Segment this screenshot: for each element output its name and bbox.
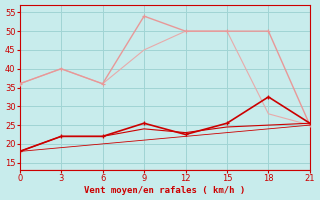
X-axis label: Vent moyen/en rafales ( km/h ): Vent moyen/en rafales ( km/h ) xyxy=(84,186,245,195)
